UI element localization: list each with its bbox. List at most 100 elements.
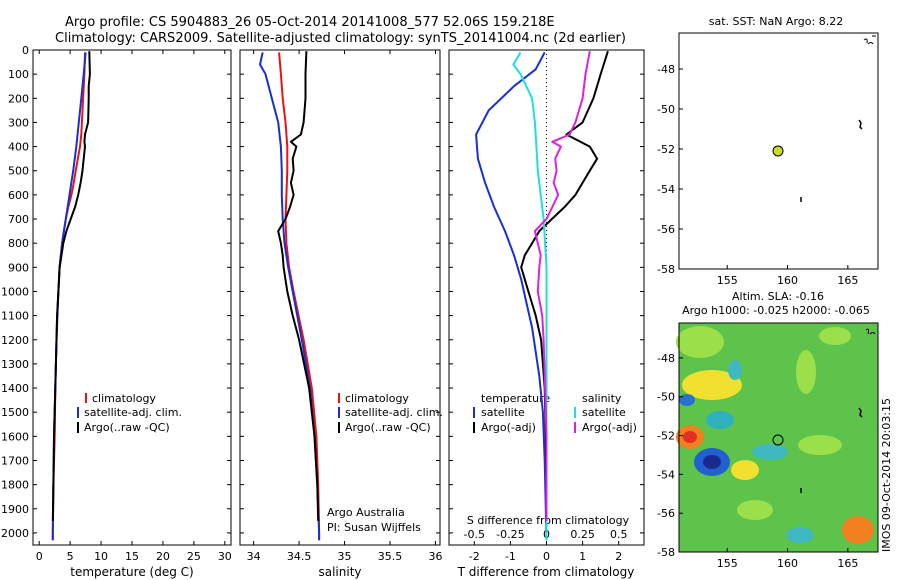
- map-y-tick-label: -58: [657, 263, 675, 276]
- legend-argo-label: Argo(..raw -QC): [345, 421, 431, 434]
- legend-argo-label: Argo(..raw -QC): [84, 421, 170, 434]
- map-y-tick-label: -54: [657, 183, 675, 196]
- depth-tick-label: 600: [8, 189, 29, 202]
- depth-tick-label: 0: [22, 44, 29, 57]
- series-line-argo-raw-qc-: [51, 51, 91, 521]
- sla-anomaly-patch: [728, 360, 742, 380]
- imos-side-label: IMOS 09-Oct-2014 20:03:15: [880, 398, 893, 552]
- sst-float-marker: [772, 145, 784, 157]
- series-line-satellite-adj-clim-: [259, 52, 321, 541]
- coastline-fragment: [863, 35, 876, 45]
- sla-anomaly-patch: [737, 500, 773, 520]
- coastline-fragment: [858, 407, 863, 418]
- salinity-difference-top-label: S difference from climatology: [467, 514, 630, 527]
- temperature-panel: temperature (deg C) climatology satellit…: [1, 44, 232, 579]
- x-tick-label: 20: [156, 550, 170, 563]
- sla-anomaly-patch: [842, 516, 874, 544]
- depth-tick-label: 2000: [1, 527, 29, 540]
- sla-anomaly-patch: [682, 370, 742, 400]
- sst-map-title: sat. SST: NaN Argo: 8.22: [709, 15, 843, 28]
- salinity-panel: salinity climatology satellite-adj. clim…: [239, 49, 443, 579]
- salinity-plot-frame: [239, 49, 441, 546]
- x-tick-label: 35.5: [378, 550, 403, 563]
- map-y-tick-label: -54: [657, 468, 675, 481]
- legend-sal-satellite-label: satellite: [582, 406, 626, 419]
- sla-anomaly-patch: [679, 394, 695, 406]
- sst-map: sat. SST: NaN Argo: 8.22 155 160 165 -48 -50…: [657, 15, 879, 287]
- legend-temperature-title: temperature: [481, 392, 550, 405]
- x-tick-label: 30: [218, 550, 232, 563]
- sla-map-title-1: Altim. SLA: -0.16: [732, 290, 824, 303]
- salinity-note-argo-australia: Argo Australia: [327, 506, 405, 519]
- x-tick-label: 2: [615, 550, 622, 563]
- x-tick-label: 25: [187, 550, 201, 563]
- map-y-tick-label: -56: [657, 507, 675, 520]
- x-tick-label: 15: [125, 550, 139, 563]
- difference-panel: T difference from climatology S differen…: [448, 49, 645, 579]
- temperature-plot-frame: [32, 49, 232, 546]
- legend-climatology-label: climatology: [92, 392, 156, 405]
- x-tick-label: 1: [579, 550, 586, 563]
- map-y-tick-label: -56: [657, 223, 675, 236]
- series-line-argo-adj-: [520, 50, 609, 521]
- map-x-tick-label: 165: [837, 274, 858, 287]
- legend-satellite-label: satellite-adj. clim.: [345, 406, 443, 419]
- depth-tick-label: 800: [8, 237, 29, 250]
- coastline-fragment: [858, 119, 863, 130]
- sla-anomaly-patch: [706, 411, 734, 429]
- temperature-legend: climatology satellite-adj. clim. Argo(..…: [77, 392, 182, 434]
- map-y-tick-label: -58: [657, 546, 675, 559]
- map-x-tick-label: 155: [717, 274, 738, 287]
- map-y-tick-label: -50: [657, 391, 675, 404]
- x-tick-label: 5: [67, 550, 74, 563]
- s-tick-label: -0.5: [464, 528, 485, 541]
- sla-anomaly-patch: [752, 444, 788, 460]
- x-tick-label: 35: [338, 550, 352, 563]
- title-line-1: Argo profile: CS 5904883_26 05-Oct-2014 …: [65, 15, 555, 30]
- difference-x-label: T difference from climatology: [457, 565, 635, 579]
- temperature-x-label: temperature (deg C): [70, 565, 193, 579]
- sla-anomaly-patch: [798, 435, 842, 455]
- sla-anomaly-patch: [796, 350, 816, 394]
- depth-tick-label: 1300: [1, 358, 29, 371]
- depth-tick-label: 900: [8, 261, 29, 274]
- x-tick-label: -1: [505, 550, 516, 563]
- sla-anomaly-patch: [683, 431, 697, 443]
- s-tick-label: 0.25: [570, 528, 595, 541]
- s-tick-label: 0.5: [610, 528, 628, 541]
- depth-tick-label: 300: [8, 116, 29, 129]
- map-y-tick-label: -48: [657, 352, 675, 365]
- series-line-satellite: [475, 51, 548, 541]
- depth-tick-label: 1700: [1, 454, 29, 467]
- map-y-tick-label: -48: [657, 63, 675, 76]
- salinity-legend: climatology satellite-adj. clim. Argo(..…: [338, 392, 443, 434]
- x-tick-label: 10: [94, 550, 108, 563]
- map-y-tick-label: -50: [657, 103, 675, 116]
- sla-map-frame: [678, 322, 879, 553]
- x-tick-label: 0: [36, 550, 43, 563]
- s-tick-label: -0.25: [496, 528, 524, 541]
- depth-tick-label: 1900: [1, 503, 29, 516]
- depth-tick-label: 100: [8, 68, 29, 81]
- sla-anomaly-patch: [786, 527, 814, 543]
- map-x-tick-label: 155: [717, 557, 738, 570]
- series-line-salinity-argo-adj-: [533, 51, 591, 521]
- difference-legend: temperature satellite Argo(-adj) salinit…: [473, 392, 637, 434]
- sla-map-title-2: Argo h1000: -0.025 h2000: -0.065: [682, 304, 870, 317]
- x-tick-label: 36: [428, 550, 442, 563]
- legend-sal-argo-label: Argo(-adj): [582, 421, 637, 434]
- depth-tick-label: 1000: [1, 285, 29, 298]
- sla-map: Altim. SLA: -0.16 Argo h1000: -0.025 h20…: [657, 290, 879, 570]
- depth-tick-label: 200: [8, 92, 29, 105]
- salinity-note-pi: PI: Susan Wijffels: [327, 521, 421, 534]
- sla-anomaly-patch: [731, 460, 759, 480]
- sla-anomaly-patch: [676, 326, 724, 358]
- x-tick-label: 34: [247, 550, 261, 563]
- depth-tick-label: 1100: [1, 310, 29, 323]
- legend-climatology-label: climatology: [345, 392, 409, 405]
- series-line-argo-raw-qc-: [277, 51, 320, 521]
- x-tick-label: 0: [543, 550, 550, 563]
- title-line-2: Climatology: CARS2009. Satellite-adjuste…: [55, 31, 626, 46]
- depth-tick-label: 1800: [1, 479, 29, 492]
